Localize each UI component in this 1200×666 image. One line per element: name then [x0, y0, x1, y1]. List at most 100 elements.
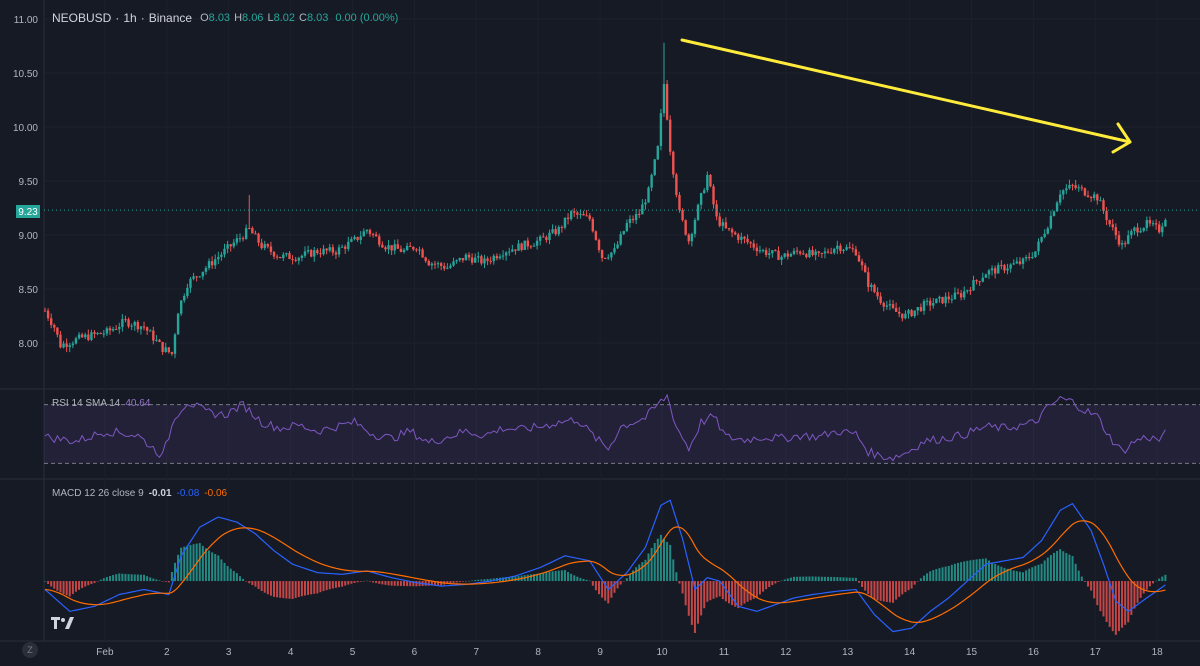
macd-histogram-bar [758, 581, 761, 595]
candle-body [891, 304, 895, 308]
candle-body [257, 233, 260, 243]
candle-body [687, 234, 690, 242]
candle-body [374, 234, 378, 237]
candle-body [356, 237, 359, 240]
candle-body [415, 249, 418, 251]
candle-body [990, 268, 994, 271]
candle-body [214, 259, 217, 266]
macd-histogram-bar [1105, 581, 1108, 622]
macd-histogram-bar [105, 577, 108, 582]
candle-body [381, 244, 384, 248]
macd-histogram-bar [1148, 581, 1151, 587]
candle-body [792, 250, 796, 255]
candle-body [418, 249, 421, 251]
candle-body [130, 325, 133, 327]
macd-histogram-bar [146, 576, 149, 582]
candle-body [186, 287, 189, 296]
macd-histogram-bar [789, 577, 792, 582]
candle-body [1058, 194, 1062, 203]
candle-body [1080, 187, 1084, 189]
macd-histogram-bar [489, 578, 492, 582]
macd-histogram-bar [149, 577, 152, 582]
candle-body [1052, 211, 1056, 216]
candle-body [817, 251, 820, 254]
macd-histogram-bar [279, 581, 282, 598]
candle-body [80, 334, 84, 338]
candle-body [894, 307, 898, 312]
macd-histogram-bar [721, 581, 724, 600]
trend-arrow-head [1111, 122, 1132, 154]
macd-histogram-bar [678, 581, 681, 584]
macd-histogram-bar [765, 581, 768, 590]
macd-histogram-bar [514, 576, 517, 582]
macd-histogram-bar [666, 541, 669, 582]
candle-body [1071, 184, 1074, 186]
macd-histogram-bar [235, 573, 238, 582]
auto-scale-button[interactable]: Z [22, 642, 38, 658]
price-axis[interactable]: 11.00 10.50 10.00 9.50 9.00 8.50 8.00 [13, 15, 38, 350]
time-axis[interactable]: Feb 2 3 4 5 6 7 8 9 10 11 12 13 14 15 16 17 18 [96, 647, 1163, 658]
macd-histogram-bar [724, 581, 727, 602]
macd-histogram-bar [452, 581, 455, 583]
macd-histogram-bar [198, 543, 201, 582]
macd-histogram-bar [879, 581, 882, 601]
macd-histogram-bar [350, 581, 353, 584]
macd-histogram-bar [1127, 581, 1130, 623]
interval-label[interactable]: 1h [123, 11, 137, 25]
candle-body [1006, 268, 1009, 271]
candle-body [573, 211, 576, 213]
symbol-legend[interactable]: NEOBUSD · 1h · Binance O8.03 H8.06 L8.02… [52, 11, 398, 25]
time-tick-label: 6 [412, 647, 418, 658]
macd-histogram-bar [777, 581, 780, 582]
candle-body [362, 231, 365, 237]
macd-histogram-bar [836, 577, 839, 582]
candle-body [836, 245, 839, 249]
candle-body [149, 330, 152, 332]
macd-histogram-bar [659, 534, 662, 582]
candle-body [121, 319, 124, 327]
macd-signal-line [44, 520, 1166, 624]
macd-histogram-bar [65, 581, 68, 596]
candle-body [721, 222, 725, 226]
macd-histogram-bar [833, 576, 836, 582]
candle-body [1151, 223, 1155, 225]
macd-histogram-bar [656, 538, 659, 582]
candle-body [105, 328, 109, 334]
candle-body [566, 217, 570, 220]
macd-histogram-bar [997, 565, 1000, 582]
macd-histogram-bar [950, 564, 953, 582]
macd-histogram-bar [1059, 549, 1062, 582]
candle-body [703, 190, 706, 194]
candle-body [344, 246, 347, 249]
candle-body [545, 237, 548, 240]
macd-histogram-bar [941, 567, 944, 582]
macd-legend[interactable]: MACD 12 26 close 9 -0.01 -0.08 -0.06 [52, 488, 227, 499]
tradingview-logo-icon[interactable] [50, 614, 76, 632]
candle-body [805, 254, 808, 258]
candle-body [291, 258, 294, 260]
candle-body [43, 310, 47, 312]
candle-body [167, 347, 170, 353]
macd-histogram-bar [372, 581, 375, 583]
macd-histogram-bar [96, 581, 99, 582]
rsi-legend[interactable]: RSI 14 SMA 14 40.64 [52, 398, 150, 409]
candle-body [59, 334, 62, 348]
macd-histogram-bar [403, 581, 406, 587]
macd-histogram-bar [913, 581, 916, 585]
candle-body [303, 251, 307, 256]
candle-body [802, 253, 805, 255]
candle-body [616, 244, 619, 249]
macd-histogram-bar [882, 581, 885, 602]
candle-body [477, 256, 480, 258]
candle-body [1083, 188, 1087, 196]
macd-histogram-bar [919, 578, 922, 582]
macd-histogram-bar [1090, 581, 1093, 591]
macd-hist-value: -0.06 [204, 488, 228, 499]
price-tick-label: 8.50 [19, 285, 39, 296]
symbol-name[interactable]: NEOBUSD [52, 11, 112, 25]
macd-histogram-bar [325, 581, 328, 591]
candle-body [662, 84, 666, 114]
macd-histogram-bar [387, 581, 390, 586]
candle-body [489, 260, 492, 262]
